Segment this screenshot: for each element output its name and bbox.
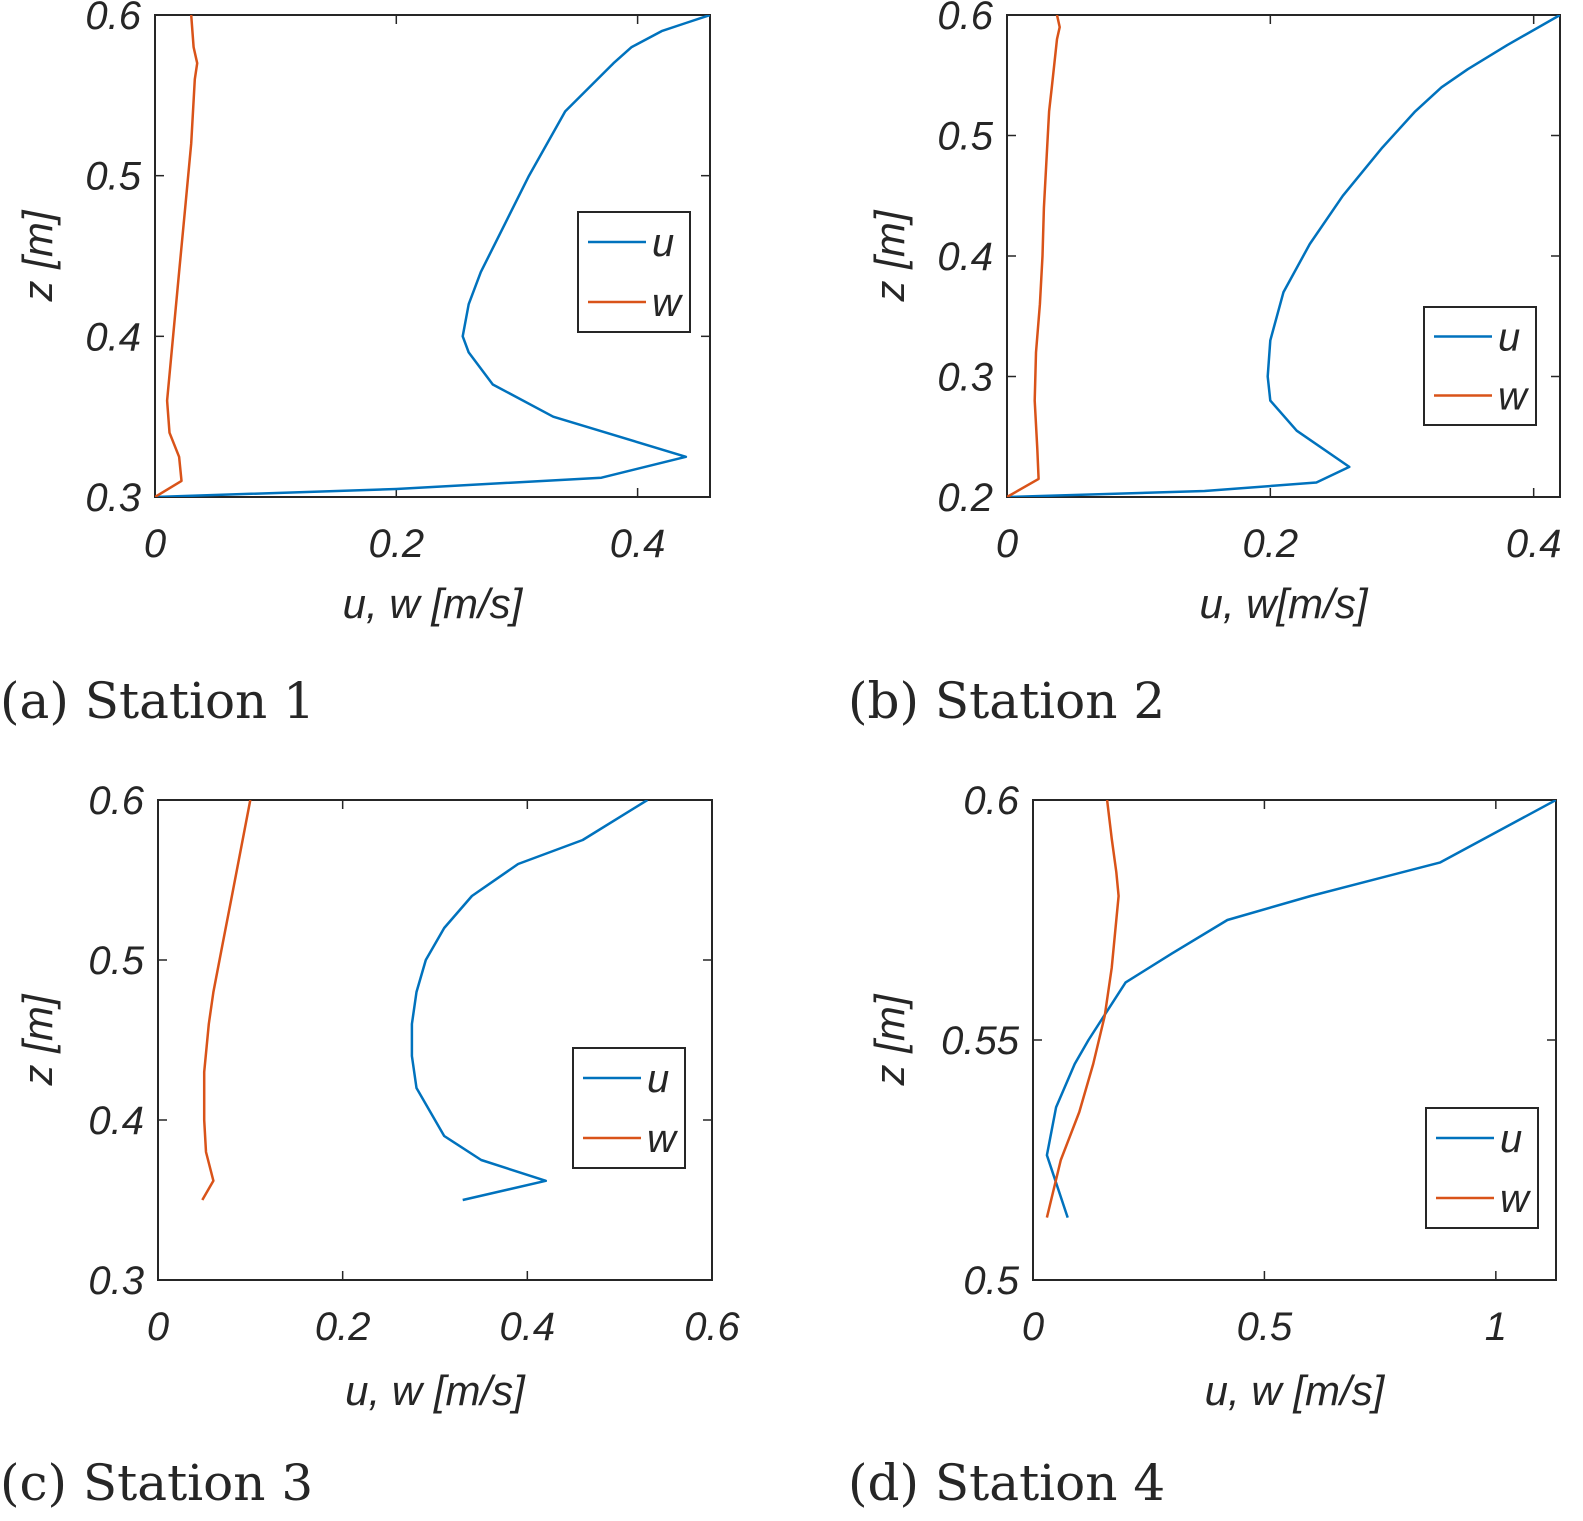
x-tick-label: 0 [147, 1305, 169, 1349]
y-axis-label: z [m] [14, 993, 61, 1086]
x-tick-label: 0.2 [1243, 522, 1299, 566]
y-axis-label: z [m] [866, 209, 913, 302]
series-line-w [1007, 15, 1061, 497]
chart-panel-2: 0 0.2 0.40.20.30.40.50.6u, w[m/s]z [m]uw(b… [848, 0, 1561, 730]
x-tick-label: 0.6 [684, 1305, 740, 1349]
legend-box [1423, 306, 1537, 426]
panel-caption: (b) Station 2 [848, 672, 1165, 730]
legend: uw [1425, 1107, 1539, 1229]
legend: uw [1423, 306, 1537, 426]
y-tick-label: 0.55 [941, 1019, 1020, 1063]
y-tick-label: 0.4 [85, 315, 141, 359]
x-axis-label: u, w [m/s] [1205, 1367, 1386, 1414]
plot-area [157, 799, 713, 1281]
x-tick-label: 0.4 [500, 1305, 556, 1349]
y-tick-label: 0.6 [85, 0, 141, 38]
legend-box [1425, 1107, 1539, 1229]
series-line-w [201, 800, 252, 1201]
y-tick-label: 0.3 [937, 356, 993, 400]
legend-box [577, 211, 691, 333]
legend: uw [577, 211, 691, 333]
y-tick-label: 0.4 [937, 235, 993, 279]
x-axis-label: u, w[m/s] [1199, 580, 1368, 627]
series-line-u [410, 800, 649, 1202]
chart-panel-1: 0 0.2 0.4 0.3 0.4 0.5 0.6 u, w [m/s] z [m] uw (a) … [0, 0, 711, 730]
panel-caption: (c) Station 3 [0, 1454, 313, 1512]
legend-label-u: u [1498, 316, 1520, 360]
legend-label-w: w [652, 281, 684, 325]
x-tick-label: 0.4 [610, 522, 666, 566]
y-tick-label: 0.6 [88, 779, 144, 823]
y-tick-label: 0.4 [88, 1099, 144, 1143]
x-tick-label: 0 [144, 522, 166, 566]
y-tick-label: 0.2 [937, 476, 993, 520]
panel-caption: (a) Station 1 [0, 672, 315, 730]
y-tick-label: 0.5 [88, 939, 144, 983]
x-axis-label: u, w [m/s] [345, 1367, 526, 1414]
legend-label-u: u [652, 221, 674, 265]
legend-box [572, 1047, 686, 1169]
series-line-w [155, 15, 199, 497]
legend-label-w: w [647, 1117, 679, 1161]
x-tick-label: 0 [996, 522, 1018, 566]
y-tick-label: 0.5 [963, 1259, 1019, 1303]
y-axis-label: z [m] [866, 993, 913, 1086]
legend-label-w: w [1500, 1177, 1532, 1221]
chart-panel-4: 0 0.5 10.50.550.6u, w [m/s]z [m]uw(d) Stat… [848, 779, 1557, 1512]
x-axis-label: u, w [m/s] [343, 580, 524, 627]
y-tick-label: 0.5 [85, 155, 141, 199]
y-tick-label: 0.3 [88, 1259, 144, 1303]
x-tick-label: 0.4 [1506, 522, 1562, 566]
legend-label-u: u [1500, 1117, 1522, 1161]
x-tick-label: 1 [1485, 1305, 1507, 1349]
y-tick-label: 0.5 [937, 115, 993, 159]
y-tick-label: 0.3 [85, 476, 141, 520]
y-axis-label: z [m] [14, 209, 61, 302]
legend-label-w: w [1498, 375, 1530, 419]
x-tick-label: 0.2 [315, 1305, 371, 1349]
x-tick-label: 0.5 [1237, 1305, 1293, 1349]
y-tick-label: 0.6 [937, 0, 993, 38]
series-line-u [155, 15, 710, 497]
chart-panel-3: 0 0.2 0.4 0.6 0.3 0.4 0.5 0.6 u, w [m/s] z [m] uw (… [0, 779, 741, 1512]
x-tick-label: 0 [1022, 1305, 1044, 1349]
panel-caption: (d) Station 4 [848, 1454, 1165, 1512]
series-line-u [1045, 800, 1556, 1218]
legend: uw [572, 1047, 686, 1169]
y-tick-label: 0.6 [963, 779, 1019, 823]
series-line-u [1007, 15, 1560, 497]
legend-label-u: u [647, 1057, 669, 1101]
x-tick-label: 0.2 [368, 522, 424, 566]
series-line-w [1045, 800, 1120, 1218]
